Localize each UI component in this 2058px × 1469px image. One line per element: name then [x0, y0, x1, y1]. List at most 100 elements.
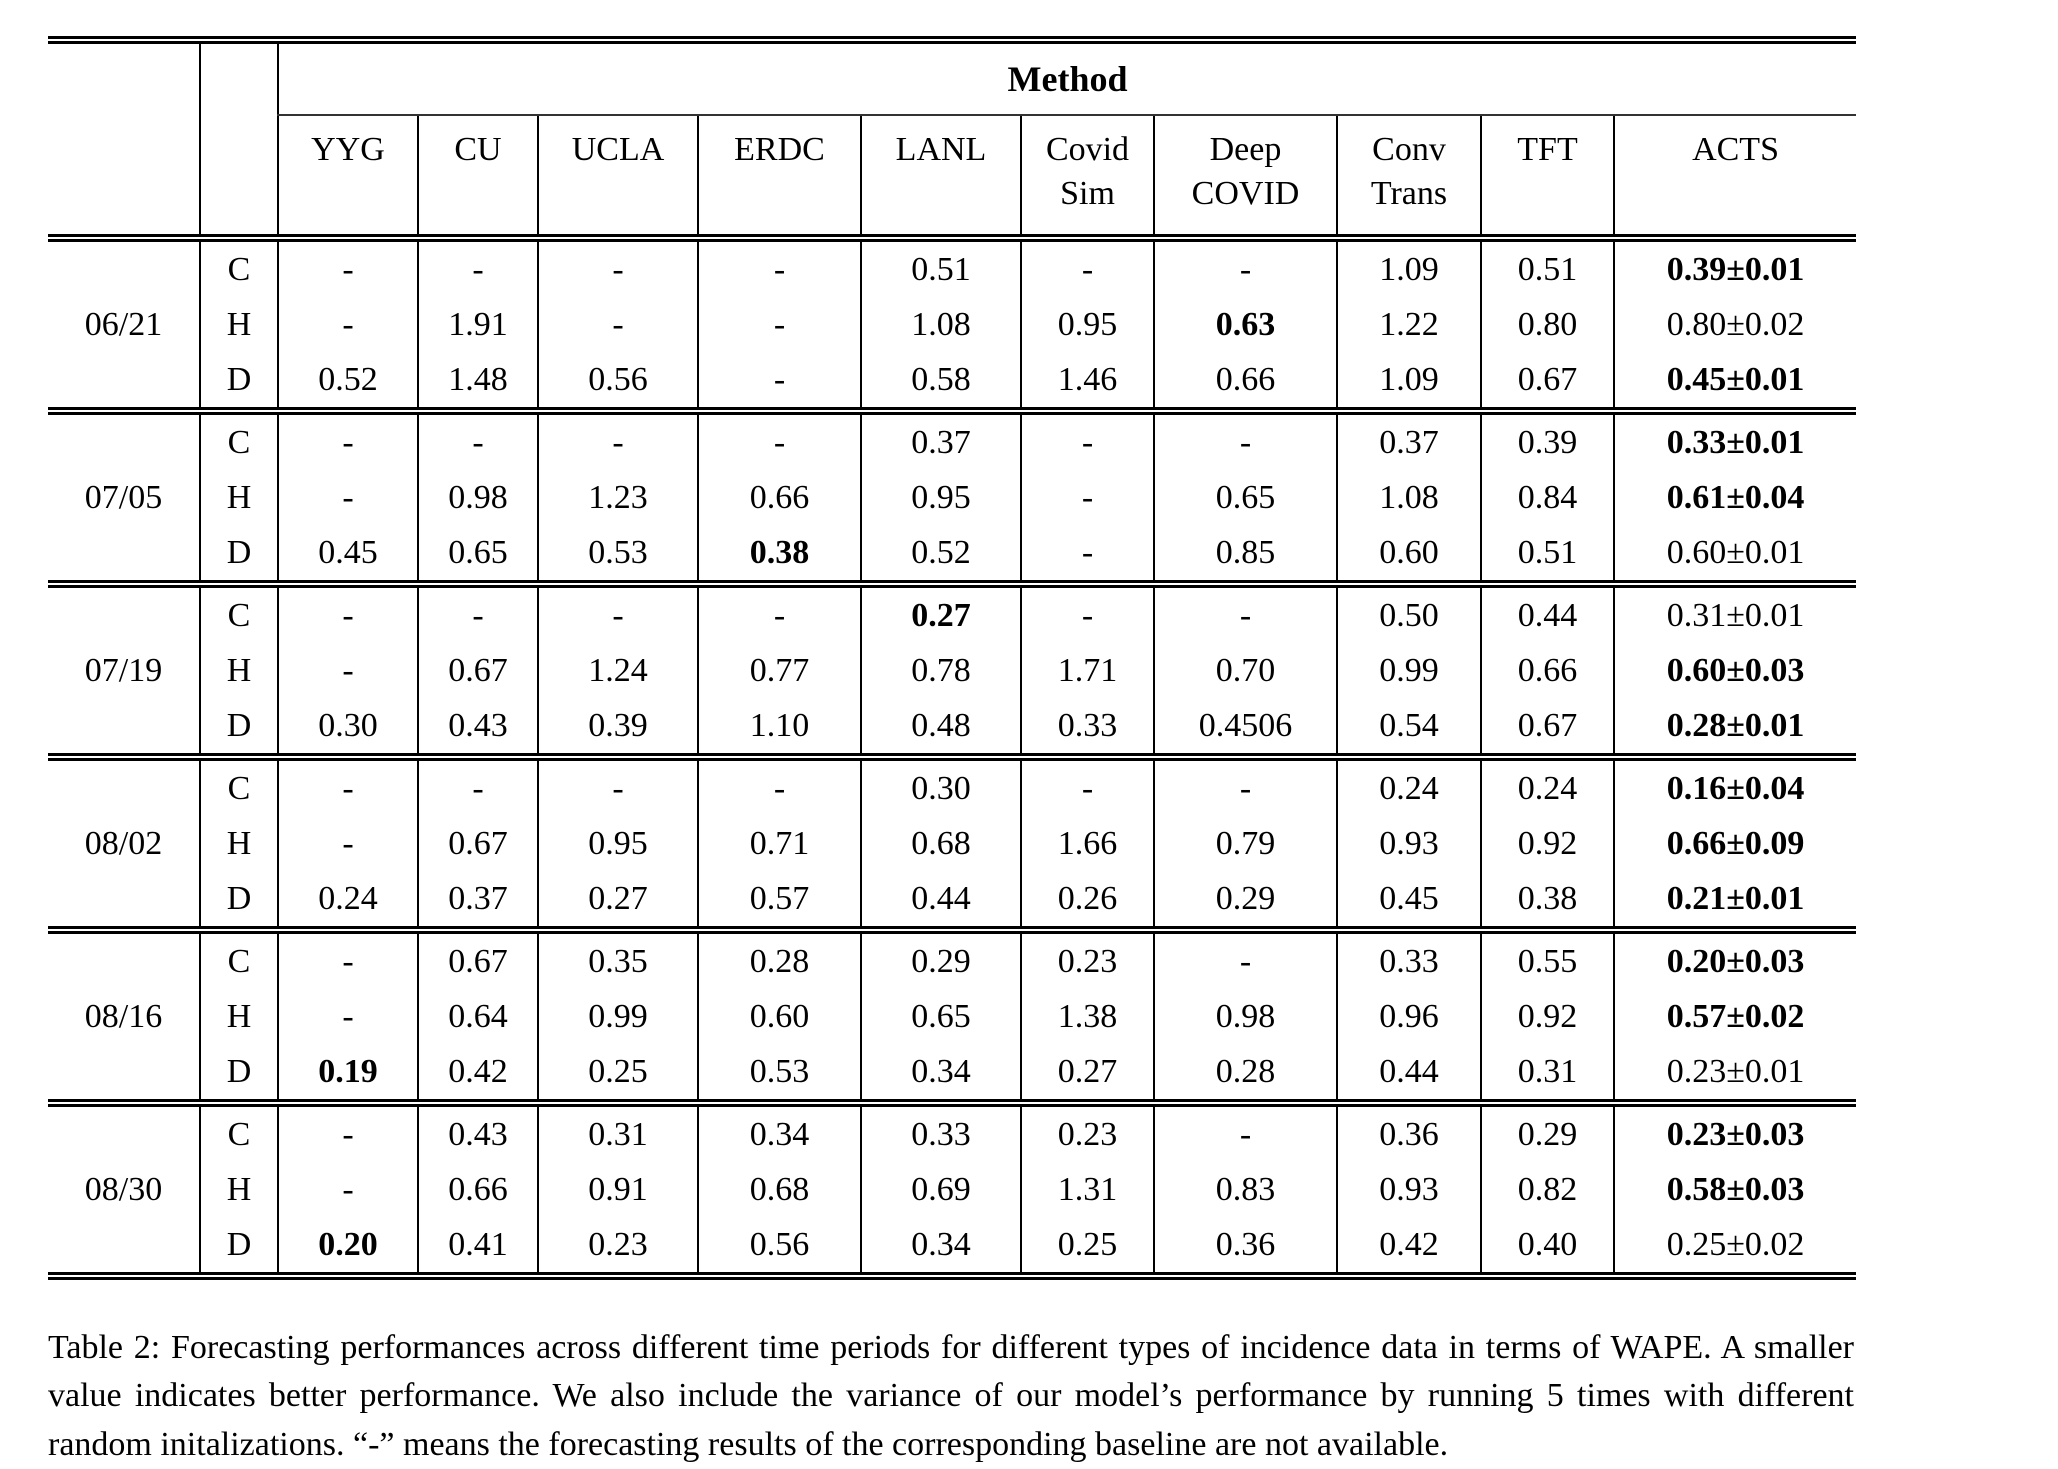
- value-cell: 0.77: [697, 643, 861, 698]
- value-cell: 0.30: [277, 698, 418, 757]
- value-cell: -: [1153, 407, 1337, 470]
- value-cell: 0.34: [697, 1099, 861, 1162]
- row-type-cell: C: [199, 407, 278, 470]
- value-cell: 0.60: [697, 989, 861, 1044]
- value-cell: 0.38: [1480, 871, 1614, 930]
- value-cell: 0.95: [1020, 297, 1154, 352]
- value-cell: 0.35: [537, 926, 698, 989]
- value-cell: 0.85: [1153, 525, 1337, 584]
- method-col-header: Conv Trans: [1336, 115, 1481, 242]
- value-cell: -: [277, 407, 418, 470]
- value-cell: 0.24: [1336, 753, 1481, 816]
- value-cell: 0.4506: [1153, 698, 1337, 757]
- date-cell: 07/05: [48, 407, 200, 584]
- value-cell: -: [537, 753, 698, 816]
- value-cell: 0.78: [860, 643, 1021, 698]
- value-cell: 0.23±0.03: [1612, 1099, 1857, 1162]
- value-cell: -: [277, 753, 418, 816]
- value-cell: 0.28: [1153, 1044, 1337, 1103]
- value-cell: 0.58: [860, 352, 1021, 411]
- corner-cell: [199, 36, 278, 115]
- value-cell: 0.44: [1480, 580, 1614, 643]
- value-cell: -: [697, 753, 861, 816]
- value-cell: 0.27: [537, 871, 698, 930]
- value-cell: 0.65: [1153, 470, 1337, 525]
- value-cell: 0.37: [1336, 407, 1481, 470]
- value-cell: 0.67: [417, 816, 538, 871]
- value-cell: 0.64: [417, 989, 538, 1044]
- value-cell: 0.41: [417, 1217, 538, 1280]
- date-cell: 07/19: [48, 580, 200, 757]
- row-type-cell: H: [199, 989, 278, 1044]
- table-caption: Table 2: Forecasting performances across…: [48, 1329, 1854, 1463]
- method-col-header: UCLA: [537, 115, 698, 242]
- value-cell: 0.20: [277, 1217, 418, 1280]
- value-cell: -: [537, 580, 698, 643]
- date-cell: 08/30: [48, 1099, 200, 1280]
- row-type-cell: D: [199, 1044, 278, 1103]
- value-cell: -: [1153, 234, 1337, 297]
- table-body: 06/21 C - - - -0.51- -1.09 0.51 0.39±0.01 H -1.91-…: [48, 234, 1857, 1280]
- value-cell: 0.23±0.01: [1612, 1044, 1857, 1103]
- value-cell: 1.31: [1020, 1162, 1154, 1217]
- value-cell: 0.67: [1480, 698, 1614, 757]
- value-cell: 0.40: [1480, 1217, 1614, 1280]
- value-cell: 0.99: [537, 989, 698, 1044]
- value-cell: 0.33: [1336, 926, 1481, 989]
- date-cell: 06/21: [48, 234, 200, 411]
- value-cell: -: [1153, 926, 1337, 989]
- value-cell: 0.21±0.01: [1612, 871, 1857, 930]
- value-cell: -: [537, 297, 698, 352]
- value-cell: 0.45±0.01: [1612, 352, 1857, 411]
- value-cell: 0.29: [1153, 871, 1337, 930]
- method-group-header: Method: [276, 36, 1857, 116]
- corner-cell: [199, 115, 278, 242]
- row-type-cell: H: [199, 643, 278, 698]
- value-cell: -: [277, 816, 418, 871]
- value-cell: 0.57: [697, 871, 861, 930]
- value-cell: -: [697, 297, 861, 352]
- value-cell: 0.63: [1153, 297, 1337, 352]
- value-cell: 0.36: [1336, 1099, 1481, 1162]
- value-cell: 0.67: [1480, 352, 1614, 411]
- value-cell: -: [277, 643, 418, 698]
- value-cell: -: [1153, 580, 1337, 643]
- value-cell: 0.57±0.02: [1612, 989, 1857, 1044]
- value-cell: 0.24: [1480, 753, 1614, 816]
- value-cell: 0.66: [417, 1162, 538, 1217]
- value-cell: 0.39±0.01: [1612, 234, 1857, 297]
- value-cell: 0.67: [417, 643, 538, 698]
- value-cell: 0.95: [860, 470, 1021, 525]
- value-cell: 0.27: [860, 580, 1021, 643]
- row-type-cell: D: [199, 1217, 278, 1280]
- value-cell: 0.68: [697, 1162, 861, 1217]
- value-cell: -: [1020, 234, 1154, 297]
- corner-cell: [48, 36, 200, 115]
- method-col-header: CU: [417, 115, 538, 242]
- value-cell: -: [1153, 1099, 1337, 1162]
- value-cell: 0.24: [277, 871, 418, 930]
- value-cell: -: [277, 234, 418, 297]
- value-cell: 1.46: [1020, 352, 1154, 411]
- date-cell: 08/16: [48, 926, 200, 1103]
- value-cell: -: [1153, 753, 1337, 816]
- value-cell: 0.95: [537, 816, 698, 871]
- corner-cell: [48, 115, 200, 242]
- value-cell: -: [417, 580, 538, 643]
- value-cell: 0.56: [697, 1217, 861, 1280]
- value-cell: 0.60±0.01: [1612, 525, 1857, 584]
- value-cell: 0.68: [860, 816, 1021, 871]
- value-cell: 0.45: [1336, 871, 1481, 930]
- value-cell: 0.25: [537, 1044, 698, 1103]
- value-cell: 0.92: [1480, 816, 1614, 871]
- value-cell: -: [537, 234, 698, 297]
- method-col-header: Covid Sim: [1020, 115, 1154, 242]
- value-cell: 0.42: [1336, 1217, 1481, 1280]
- value-cell: 0.25±0.02: [1612, 1217, 1857, 1280]
- value-cell: 0.70: [1153, 643, 1337, 698]
- value-cell: -: [277, 989, 418, 1044]
- row-type-cell: D: [199, 871, 278, 930]
- value-cell: 0.25: [1020, 1217, 1154, 1280]
- value-cell: 1.08: [860, 297, 1021, 352]
- row-type-cell: H: [199, 816, 278, 871]
